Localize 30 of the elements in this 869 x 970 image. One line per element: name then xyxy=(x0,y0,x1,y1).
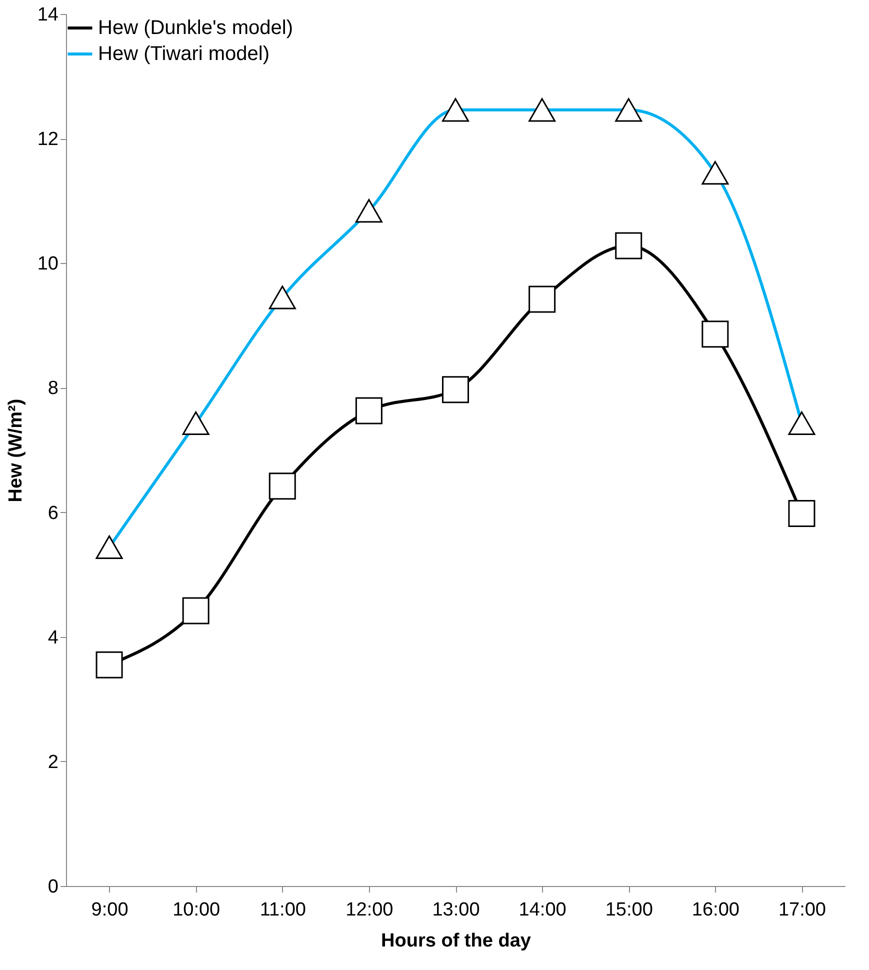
y-tick-label: 12 xyxy=(37,129,58,150)
y-tick-label: 2 xyxy=(48,752,58,773)
x-tick-label: 9:00 xyxy=(91,900,128,920)
y-axis-title: Hew (W/m²) xyxy=(5,398,26,502)
y-tick-label: 8 xyxy=(48,378,58,400)
y-tick-label: 4 xyxy=(48,627,59,648)
x-tick-label: 12:00 xyxy=(346,900,394,920)
point xyxy=(615,232,642,260)
point xyxy=(442,376,469,404)
point xyxy=(96,651,123,678)
x-tick-label: 16:00 xyxy=(692,900,740,920)
y-tick-label: 6 xyxy=(48,502,58,524)
x-tick-label: 14:00 xyxy=(518,900,566,920)
x-tick-label: 15:00 xyxy=(605,900,653,920)
x-tick-label: 10:00 xyxy=(172,900,220,920)
point xyxy=(788,500,816,528)
point xyxy=(182,597,210,624)
point xyxy=(355,397,382,424)
y-tick-label: 0 xyxy=(48,876,58,898)
x-axis-title: Hours of the day xyxy=(381,930,532,952)
x-tick-label: 17:00 xyxy=(778,900,826,920)
x-tick-label: 13:00 xyxy=(432,900,480,920)
point xyxy=(702,320,729,348)
point xyxy=(268,472,296,500)
legend-label: Hew (Dunkle's model) xyxy=(98,17,293,39)
point xyxy=(528,286,556,313)
y-tick-label: 10 xyxy=(37,254,58,275)
y-tick-label: 14 xyxy=(37,4,59,26)
x-tick-label: 11:00 xyxy=(260,900,306,920)
legend-label: Hew (Tiwari model) xyxy=(98,43,270,65)
